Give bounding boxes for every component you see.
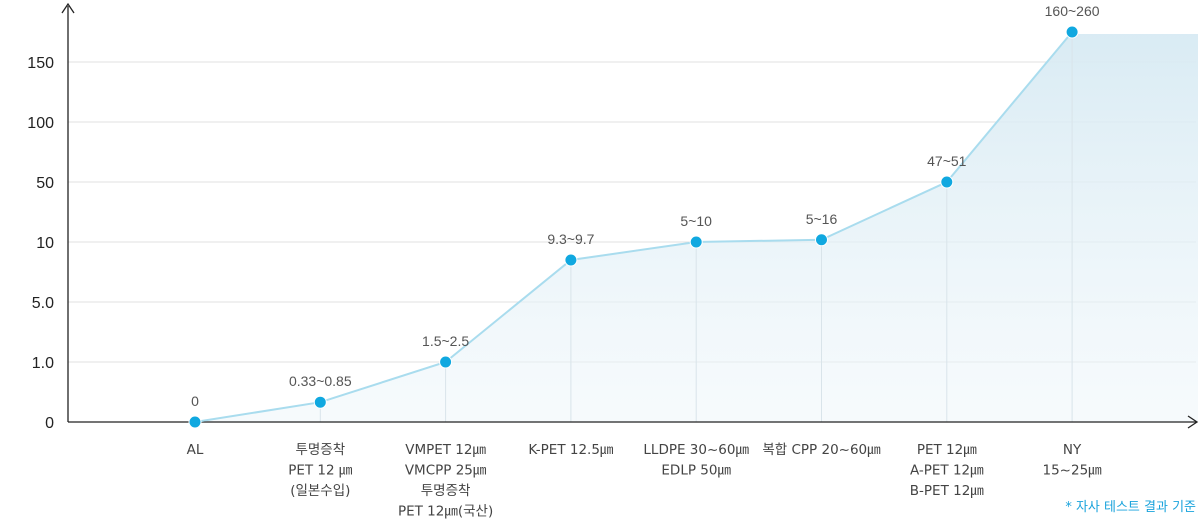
data-point — [439, 355, 453, 369]
data-labels: 0 0.33~0.85 1.5~2.5 9.3~9.7 5~10 5~16 47~51 160… — [191, 3, 1100, 409]
data-point — [564, 253, 578, 267]
data-label: 5~10 — [680, 213, 712, 229]
data-point — [188, 415, 202, 429]
x-tick-label: 복합 CPP 20~60㎛ — [762, 442, 881, 458]
y-tick-label: 5.0 — [32, 295, 54, 312]
x-tick-label: AL — [187, 442, 204, 458]
x-tick-label: 투명증착 PET 12 ㎛ (일본수입) — [288, 442, 353, 499]
y-tick-label: 0 — [45, 415, 54, 432]
x-tick-label: LLDPE 30~60㎛ EDLP 50㎛ — [643, 442, 749, 479]
data-label: 1.5~2.5 — [422, 333, 469, 349]
x-tick-label: K-PET 12.5㎛ — [528, 442, 614, 458]
data-label: 0.33~0.85 — [289, 373, 352, 389]
y-tick-label: 10 — [36, 235, 54, 252]
x-tick-labels: AL 투명증착 PET 12 ㎛ (일본수입) VMPET 12㎛ VMCPP 25㎛ 투명… — [187, 442, 1103, 519]
x-tick-label: NY 15~25㎛ — [1043, 442, 1103, 479]
data-points — [188, 25, 1079, 429]
x-tick-label: VMPET 12㎛ VMCPP 25㎛ 투명증착 PET 12㎛(국산) — [398, 442, 493, 519]
x-tick-label: PET 12㎛ A-PET 12㎛ B-PET 12㎛ — [910, 442, 985, 499]
x-axis-arrow — [1187, 415, 1199, 429]
y-tick-label: 50 — [36, 175, 54, 192]
data-label: 5~16 — [806, 211, 838, 227]
category-guides — [319, 32, 1073, 422]
data-point — [689, 235, 703, 249]
data-label: 47~51 — [927, 153, 967, 169]
y-tick-label: 1.0 — [32, 355, 54, 372]
footnote: * 자사 테스트 결과 기준 — [1065, 500, 1196, 515]
data-point — [815, 233, 828, 247]
series-line — [194, 31, 1073, 423]
data-point — [1065, 25, 1079, 39]
y-axis-arrow — [61, 2, 75, 14]
axes — [61, 2, 1199, 429]
series-polyline — [194, 31, 1073, 423]
y-tick-label: 150 — [27, 55, 54, 72]
data-label: 0 — [191, 393, 199, 409]
data-label: 9.3~9.7 — [547, 231, 594, 247]
data-label: 160~260 — [1045, 3, 1100, 19]
data-point — [313, 395, 327, 409]
y-tick-label: 100 — [27, 115, 54, 132]
y-tick-labels: 0 1.0 5.0 10 50 100 150 — [27, 55, 54, 432]
data-point — [940, 175, 954, 189]
